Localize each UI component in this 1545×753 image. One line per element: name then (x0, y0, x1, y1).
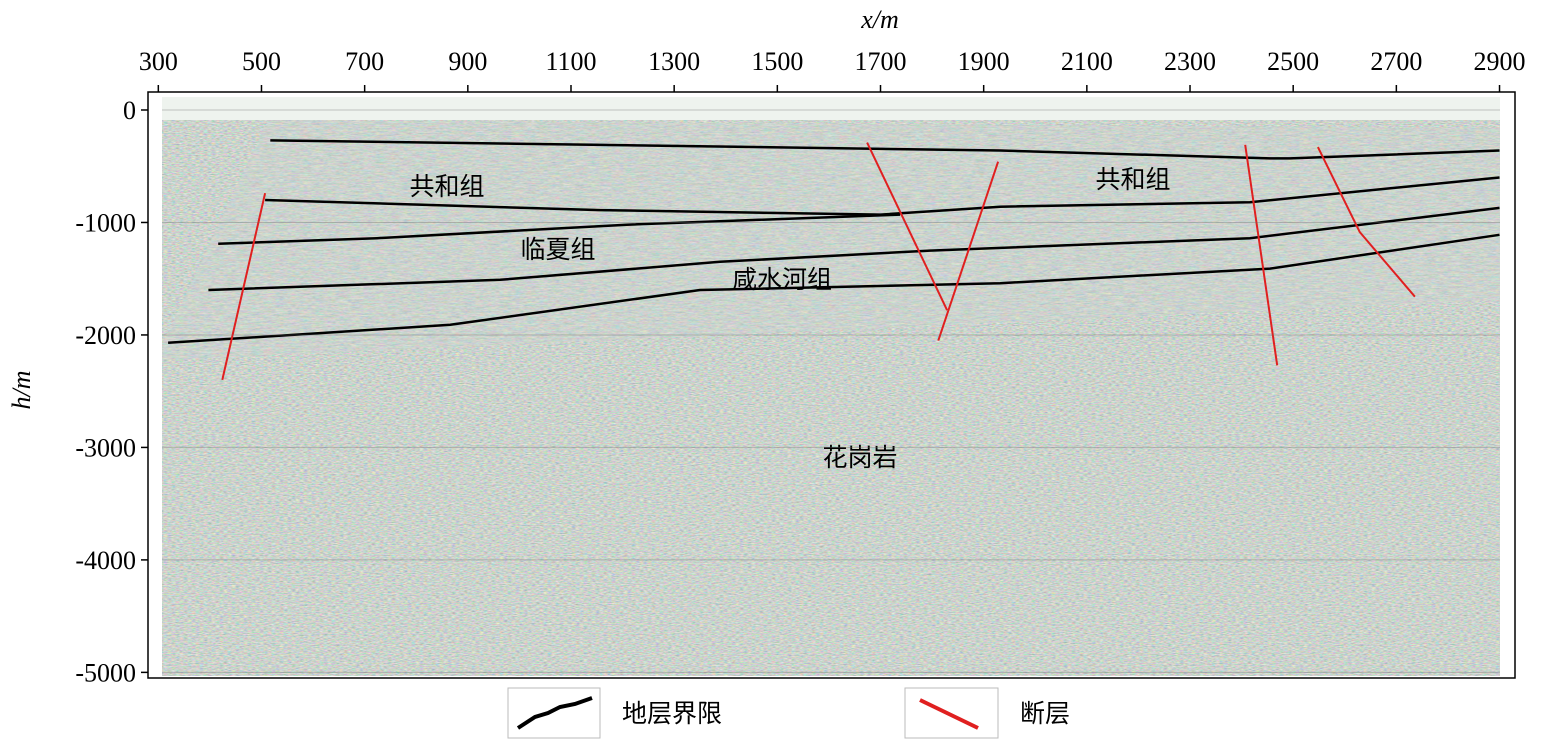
x-tick-label: 300 (139, 47, 178, 76)
x-tick-label: 2700 (1370, 47, 1422, 76)
x-tick-label: 2100 (1061, 47, 1113, 76)
x-tick-label: 900 (448, 47, 487, 76)
x-tick-label: 500 (242, 47, 281, 76)
y-tick-label: -5000 (75, 658, 136, 687)
x-tick-label: 700 (345, 47, 384, 76)
boundary-line (218, 213, 901, 246)
boundary-line (270, 139, 1500, 160)
legend-label: 地层界限 (622, 699, 722, 728)
boundary-line (168, 233, 1500, 345)
x-tick-label: 1300 (648, 47, 700, 76)
y-tick-label: -4000 (75, 546, 136, 575)
x-tick-label: 1100 (545, 47, 596, 76)
boundary-line (265, 176, 1500, 216)
y-axis-label: h/m (7, 371, 36, 410)
legend-swatch (516, 696, 593, 730)
x-tick-label: 2900 (1474, 47, 1526, 76)
x-tick-label: 1900 (958, 47, 1010, 76)
x-tick-label: 2500 (1267, 47, 1319, 76)
x-tick-label: 1700 (855, 47, 907, 76)
annotation: 临夏组 (520, 235, 595, 264)
legend-label: 断层 (1020, 699, 1070, 728)
x-tick-label: 1500 (751, 47, 803, 76)
fault-line (221, 192, 267, 381)
fault-line (866, 142, 949, 311)
y-tick-label: -1000 (75, 208, 136, 237)
legend-box (507, 687, 601, 739)
y-tick-label: -2000 (75, 321, 136, 350)
legend-swatch (919, 698, 979, 730)
fault-line (1317, 146, 1416, 298)
fault-line (1244, 144, 1279, 366)
annotation: 花岗岩 (822, 443, 897, 472)
y-tick-label: -3000 (75, 433, 136, 462)
annotation: 共和组 (409, 172, 484, 201)
annotation: 咸水河组 (732, 265, 832, 294)
x-tick-label: 2300 (1164, 47, 1216, 76)
annotation: 共和组 (1095, 165, 1170, 194)
y-tick-label: 0 (123, 96, 136, 125)
boundary-line (208, 206, 1500, 292)
x-axis-label: x/m (860, 5, 899, 34)
fault-line (937, 161, 1000, 341)
